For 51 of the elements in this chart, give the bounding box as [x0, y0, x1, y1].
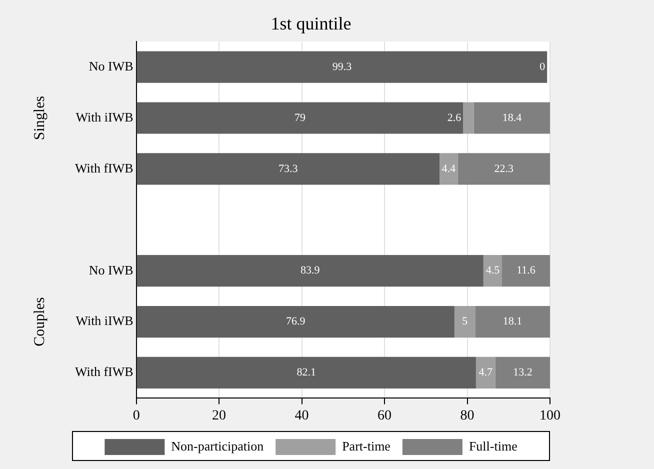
chart-title: 1st quintile — [270, 14, 352, 34]
bar — [136, 51, 548, 83]
data-label: 76.9 — [286, 316, 306, 328]
data-label: 79 — [294, 112, 306, 124]
data-label: 5 — [462, 316, 468, 328]
data-label: 4.4 — [442, 162, 456, 175]
data-label: 22.3 — [494, 162, 514, 175]
x-tick-label: 60 — [378, 408, 392, 424]
y-tick-label: With fIWB — [74, 160, 134, 176]
x-tick-label: 40 — [294, 408, 309, 424]
data-label: 73.3 — [278, 162, 298, 175]
bar — [136, 356, 476, 389]
y-tick-label: With iIWB — [76, 313, 134, 328]
text: Singles — [32, 96, 48, 140]
y-tick-label: No IWB — [88, 58, 134, 74]
legend-label: Full-time — [468, 438, 518, 454]
data-label: 99.3 — [332, 60, 352, 73]
bar — [136, 102, 464, 134]
bar — [463, 102, 474, 134]
x-tick-label: 80 — [460, 408, 474, 424]
bar — [454, 306, 476, 338]
data-label: 18.4 — [502, 112, 522, 124]
text: Couples — [32, 297, 48, 346]
bar — [502, 255, 550, 287]
bar — [136, 153, 440, 185]
data-label: 11.6 — [516, 264, 536, 277]
data-label: 4.5 — [486, 264, 500, 277]
y-tick-label: No IWB — [88, 262, 134, 278]
bar — [474, 102, 550, 134]
bar — [440, 153, 458, 185]
bar — [458, 153, 550, 185]
y-tick-label: With fIWB — [74, 364, 134, 380]
bar — [136, 306, 454, 338]
data-label: 13.2 — [513, 366, 532, 379]
bar — [476, 356, 496, 389]
legend-label: Part-time — [342, 438, 391, 454]
data-label: 83.9 — [300, 264, 320, 277]
data-label: 18.1 — [502, 316, 522, 328]
x-tick-label: 0 — [132, 408, 140, 424]
legend-label: Non-participation — [171, 438, 264, 454]
bar — [475, 306, 550, 338]
x-tick-label: 100 — [540, 408, 560, 424]
x-tick-label: 20 — [212, 408, 226, 424]
bar — [136, 255, 484, 287]
bar — [495, 356, 550, 389]
data-label: 0 — [540, 60, 546, 73]
data-label: 82.1 — [296, 366, 316, 379]
data-label: 4.7 — [478, 366, 494, 379]
data-label: 2.6 — [447, 112, 462, 124]
bar — [483, 255, 502, 287]
y-tick-label: With iIWB — [76, 109, 134, 124]
